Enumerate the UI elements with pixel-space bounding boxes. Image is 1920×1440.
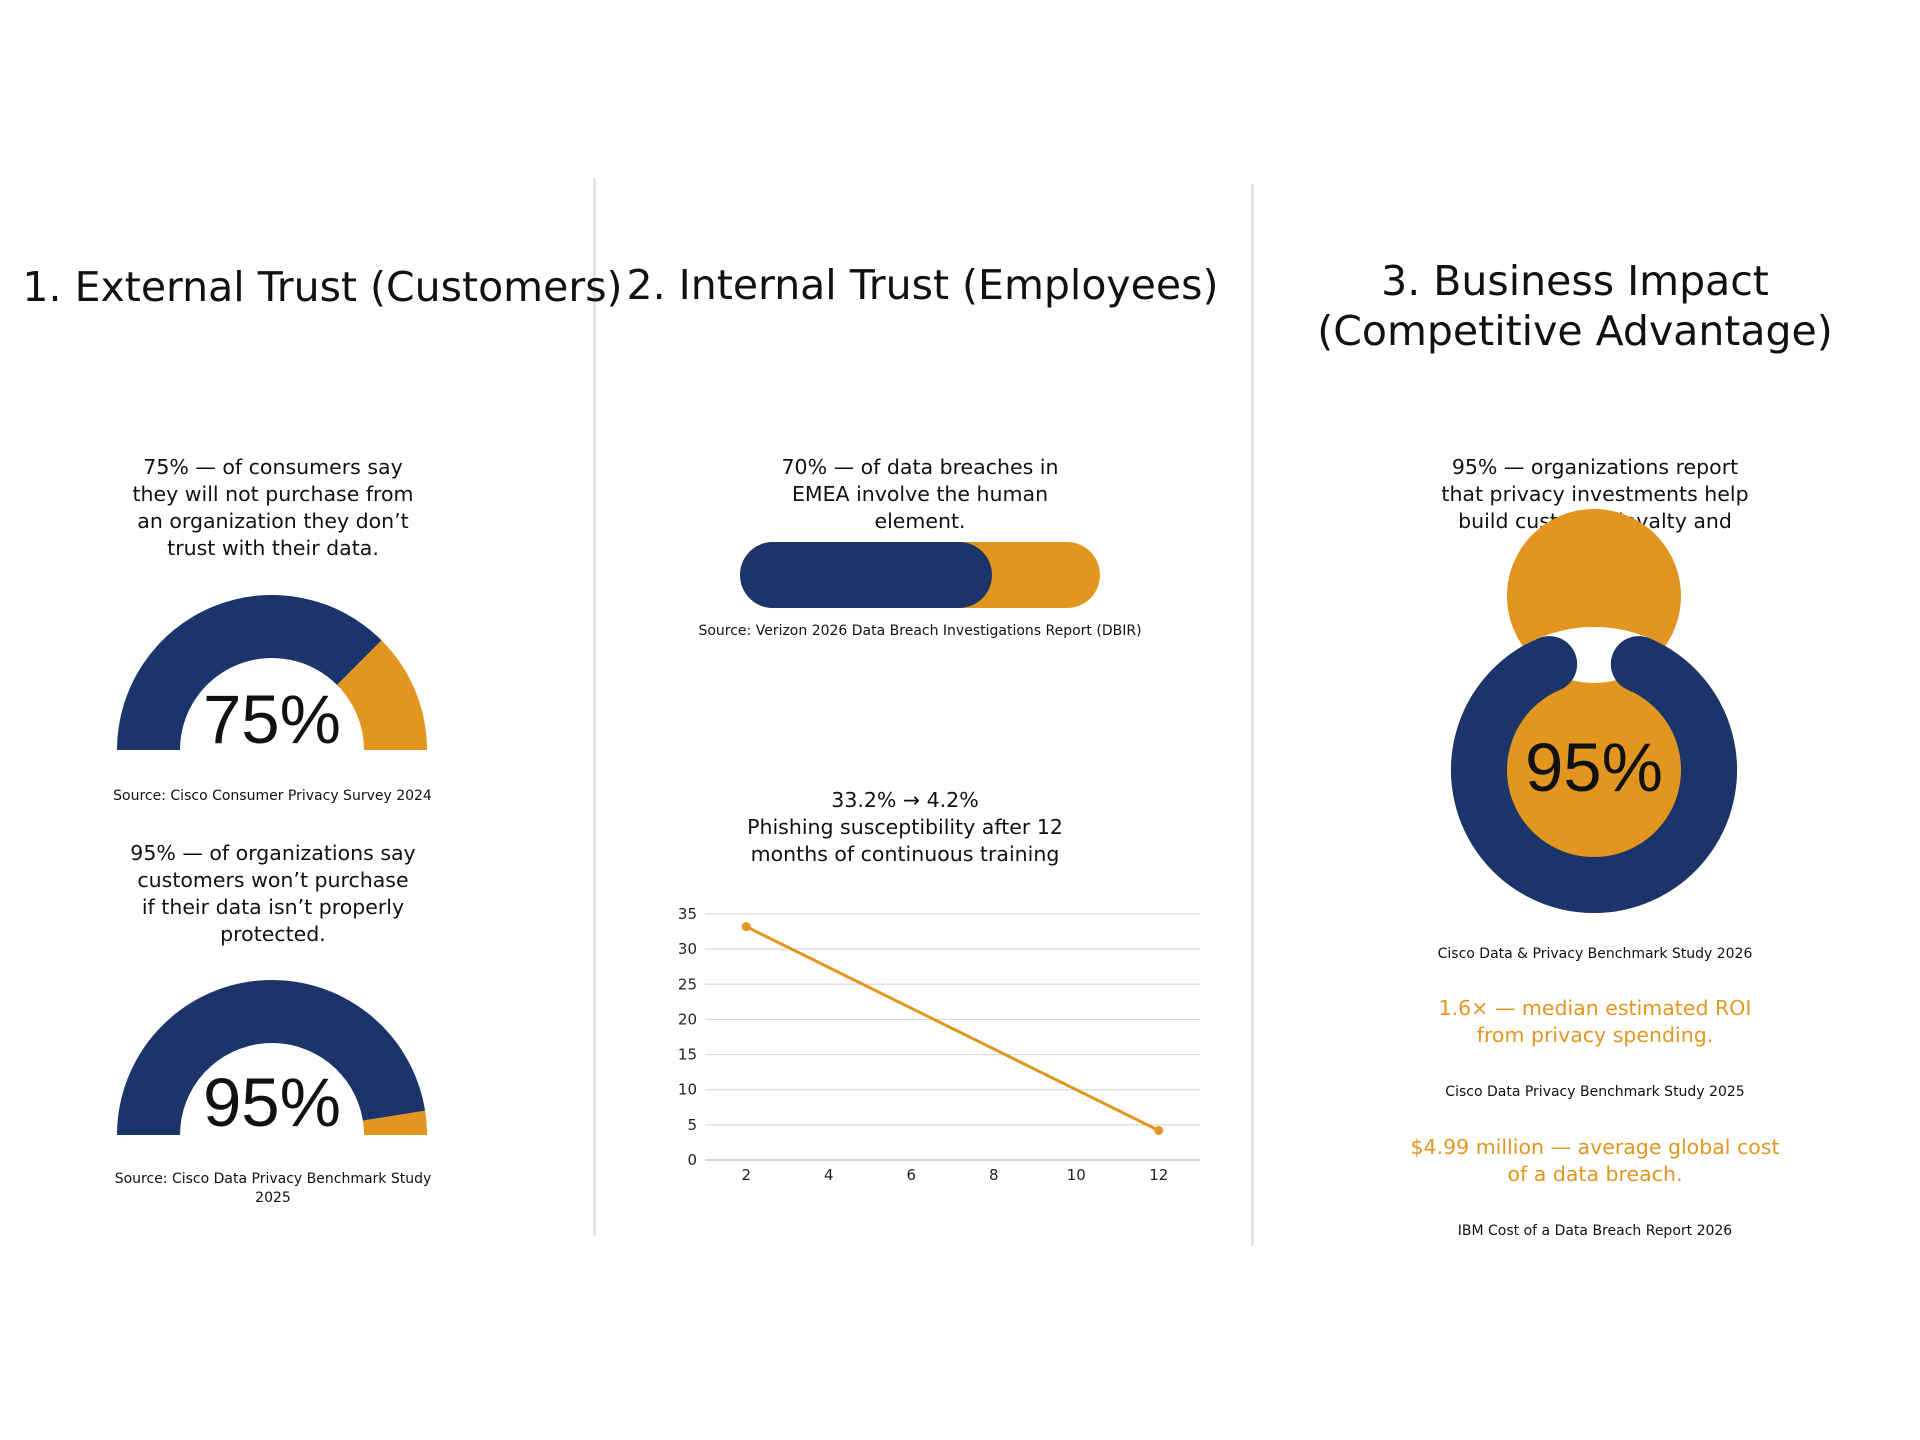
phishing-heading: 33.2% → 4.2% [831, 788, 979, 812]
business-impact-source-2: Cisco Data Privacy Benchmark Study 2025 [1445, 1084, 1745, 1100]
y-tick-label: 35 [678, 905, 697, 923]
y-tick-label: 20 [678, 1010, 697, 1028]
gauge-value-95: 95% [202, 1064, 342, 1141]
business-impact-source-3: IBM Cost of a Data Breach Report 2026 [1457, 1223, 1733, 1239]
gauge-chart-75 [117, 595, 427, 750]
external-trust-stat-text: 75% — of consumers say they will not pur… [132, 455, 414, 560]
gauge-segment-agree [117, 595, 382, 750]
x-tick-label: 2 [741, 1166, 751, 1184]
column-divider-2 [1251, 184, 1254, 1246]
x-tick-label: 8 [989, 1166, 999, 1184]
roi-stat-text: 1.6× — median estimated ROI from privacy… [1438, 996, 1752, 1047]
y-tick-label: 25 [678, 975, 697, 993]
external-trust-source-2: Source: Cisco Data Privacy Benchmark Stu… [114, 1171, 432, 1206]
column-title-business-impact: 3. Business Impact (Competitive Advantag… [1317, 257, 1833, 355]
human-element-bar [740, 542, 1100, 608]
gauge-segment-agree [117, 980, 426, 1135]
external-trust-source-1: Source: Cisco Consumer Privacy Survey 20… [113, 788, 432, 804]
x-tick-label: 10 [1067, 1166, 1086, 1184]
data-point [1154, 1125, 1164, 1135]
x-tick-label: 4 [824, 1166, 834, 1184]
column-title-internal-trust: 2. Internal Trust (Employees) [626, 261, 1219, 309]
donut-chart-95 [1450, 509, 1737, 913]
donut-segment-yes [1451, 636, 1737, 913]
phishing-text: Phishing susceptibility after 12 months … [747, 815, 1063, 866]
breach-cost-stat-text: $4.99 million — average global cost of a… [1410, 1135, 1780, 1186]
gauge-segment-other [362, 1110, 427, 1135]
phishing-line-chart: 0 5 10 15 20 25 30 35 2 4 6 8 10 12 [678, 905, 1200, 1184]
series-line [745, 925, 1160, 1132]
external-trust-stat-text-2: 95% — of organizations say customers won… [130, 841, 416, 946]
internal-trust-source: Source: Verizon 2026 Data Breach Investi… [698, 623, 1142, 639]
y-tick-label: 0 [687, 1151, 697, 1169]
donut-segment-other [1450, 509, 1737, 913]
business-impact-source-1: Cisco Data & Privacy Benchmark Study 202… [1437, 946, 1753, 962]
x-tick-label: 6 [906, 1166, 916, 1184]
internal-trust-stat-text: 70% — of data breaches in EMEA involve t… [781, 455, 1059, 533]
gauge-value-75: 75% [202, 681, 342, 758]
bar-segment-human-element [740, 542, 992, 608]
data-point [741, 922, 751, 932]
donut-value-95: 95% [1524, 729, 1664, 806]
y-tick-label: 30 [678, 940, 697, 958]
gauge-chart-95 [117, 980, 427, 1135]
y-tick-label: 15 [678, 1046, 697, 1064]
x-tick-label: 12 [1149, 1166, 1168, 1184]
column-title-external-trust: 1. External Trust (Customers) [22, 263, 623, 311]
y-tick-label: 5 [687, 1116, 697, 1134]
y-tick-label: 10 [678, 1081, 697, 1099]
gauge-segment-other [337, 640, 427, 750]
column-divider-1 [593, 178, 596, 1236]
